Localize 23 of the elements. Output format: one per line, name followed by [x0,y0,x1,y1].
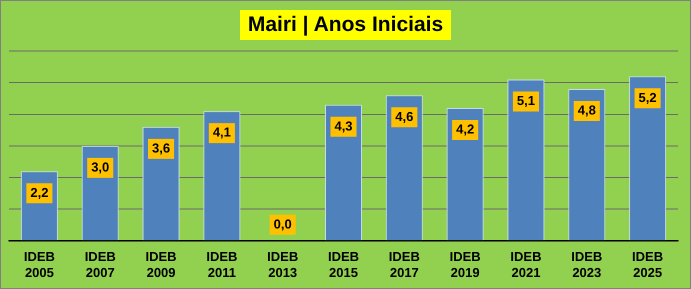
x-tick-label: IDEB 2011 [206,249,238,280]
x-tick-label: IDEB 2023 [571,249,602,280]
x-tick-label: IDEB 2025 [632,249,664,280]
chart-title: Mairi | Anos Iniciais [240,10,452,40]
x-tick-label: IDEB 2005 [24,249,55,280]
x-tick-label: IDEB 2021 [510,249,542,280]
data-label: 4,3 [334,118,353,134]
data-label: 5,2 [638,90,657,105]
data-label: 4,1 [212,124,231,140]
data-label: 0,0 [274,216,292,232]
x-tick-label: IDEB 2013 [267,249,298,280]
data-label: 4,2 [456,122,474,137]
data-label: 2,2 [30,184,48,200]
data-label: 4,8 [578,102,596,118]
x-tick-label: IDEB 2007 [84,249,116,280]
x-tick-label: IDEB 2015 [328,249,360,280]
x-tick-label: IDEB 2017 [388,249,420,280]
data-label: 3,0 [91,159,110,174]
data-label: 4,6 [395,108,414,124]
x-tick-label: IDEB 2019 [450,249,481,280]
x-tick-label: IDEB 2009 [146,249,177,280]
data-label: 3,6 [152,140,170,156]
data-label: 5,1 [516,93,535,108]
